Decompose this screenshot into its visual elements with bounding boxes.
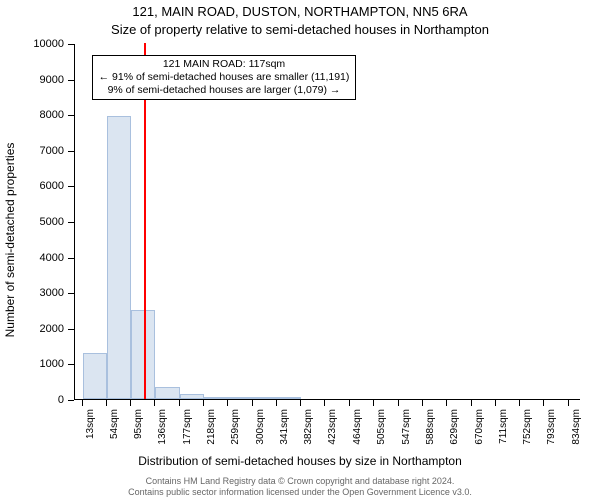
x-tick — [300, 400, 301, 406]
histogram-bar — [83, 353, 107, 399]
x-tick — [82, 400, 83, 406]
x-axis-label: Distribution of semi-detached houses by … — [0, 454, 600, 468]
x-tick — [422, 400, 423, 406]
x-tick — [373, 400, 374, 406]
chart-title-address: 121, MAIN ROAD, DUSTON, NORTHAMPTON, NN5… — [0, 4, 600, 19]
footer-line-1: Contains HM Land Registry data © Crown c… — [0, 476, 600, 487]
x-tick-label: 629sqm — [449, 409, 451, 445]
x-tick-label: 300sqm — [255, 409, 257, 445]
x-tick — [203, 400, 204, 406]
histogram-bar — [253, 397, 277, 399]
x-tick — [154, 400, 155, 406]
y-tick-label: 3000 — [40, 287, 64, 299]
y-tick-label: 10000 — [33, 38, 64, 50]
y-tick-label: 8000 — [40, 109, 64, 121]
x-tick — [471, 400, 472, 406]
y-tick-label: 0 — [58, 394, 64, 406]
x-tick-label: 793sqm — [546, 409, 548, 445]
histogram-bar — [228, 397, 252, 399]
x-tick-label: 588sqm — [425, 409, 427, 445]
y-tick — [68, 400, 74, 401]
x-tick — [227, 400, 228, 406]
x-tick-label: 711sqm — [498, 409, 500, 444]
histogram-bar — [107, 116, 131, 399]
footer-line-2: Contains public sector information licen… — [0, 487, 600, 498]
y-tick-label: 1000 — [40, 358, 64, 370]
annotation-box: 121 MAIN ROAD: 117sqm ← 91% of semi-deta… — [92, 55, 357, 100]
x-tick — [106, 400, 107, 406]
x-tick-label: 259sqm — [230, 409, 232, 445]
histogram-bar — [180, 394, 204, 399]
histogram-bar — [155, 387, 179, 399]
y-tick-label: 9000 — [40, 74, 64, 86]
x-tick-label: 54sqm — [109, 409, 111, 439]
x-tick — [252, 400, 253, 406]
histogram-bar — [204, 397, 228, 399]
x-tick-label: 177sqm — [182, 409, 184, 445]
x-tick-label: 218sqm — [206, 409, 208, 445]
x-tick-label: 752sqm — [522, 409, 524, 445]
x-tick-label: 13sqm — [85, 409, 87, 439]
x-tick-label: 547sqm — [401, 409, 403, 445]
x-tick — [568, 400, 569, 406]
y-tick-label: 2000 — [40, 323, 64, 335]
x-tick-label: 834sqm — [571, 409, 573, 445]
x-tick — [324, 400, 325, 406]
x-tick — [276, 400, 277, 406]
x-tick — [519, 400, 520, 406]
x-tick — [446, 400, 447, 406]
x-tick — [495, 400, 496, 406]
x-tick — [130, 400, 131, 406]
x-tick-label: 95sqm — [133, 409, 135, 439]
x-tick-label: 382sqm — [303, 409, 305, 445]
x-tick-label: 341sqm — [279, 409, 281, 445]
y-tick-label: 4000 — [40, 252, 64, 264]
chart-title-description: Size of property relative to semi-detach… — [0, 22, 600, 37]
annotation-line-3: 9% of semi-detached houses are larger (1… — [99, 84, 350, 97]
x-tick — [398, 400, 399, 406]
histogram-bar — [277, 397, 301, 399]
chart-footer: Contains HM Land Registry data © Crown c… — [0, 476, 600, 498]
x-tick-label: 670sqm — [474, 409, 476, 445]
y-axis-ticks: 0100020003000400050006000700080009000100… — [0, 44, 74, 400]
x-tick — [349, 400, 350, 406]
x-tick — [179, 400, 180, 406]
y-tick-label: 7000 — [40, 145, 64, 157]
x-tick — [543, 400, 544, 406]
x-tick-label: 464sqm — [352, 409, 354, 445]
y-tick-label: 5000 — [40, 216, 64, 228]
x-tick-label: 505sqm — [376, 409, 378, 445]
y-tick-label: 6000 — [40, 180, 64, 192]
x-tick-label: 136sqm — [157, 409, 159, 445]
annotation-line-2: ← 91% of semi-detached houses are smalle… — [99, 71, 350, 84]
chart-container: 121, MAIN ROAD, DUSTON, NORTHAMPTON, NN5… — [0, 0, 600, 500]
x-tick-label: 423sqm — [327, 409, 329, 445]
plot-area: 121 MAIN ROAD: 117sqm ← 91% of semi-deta… — [74, 44, 580, 400]
annotation-line-1: 121 MAIN ROAD: 117sqm — [99, 58, 350, 71]
